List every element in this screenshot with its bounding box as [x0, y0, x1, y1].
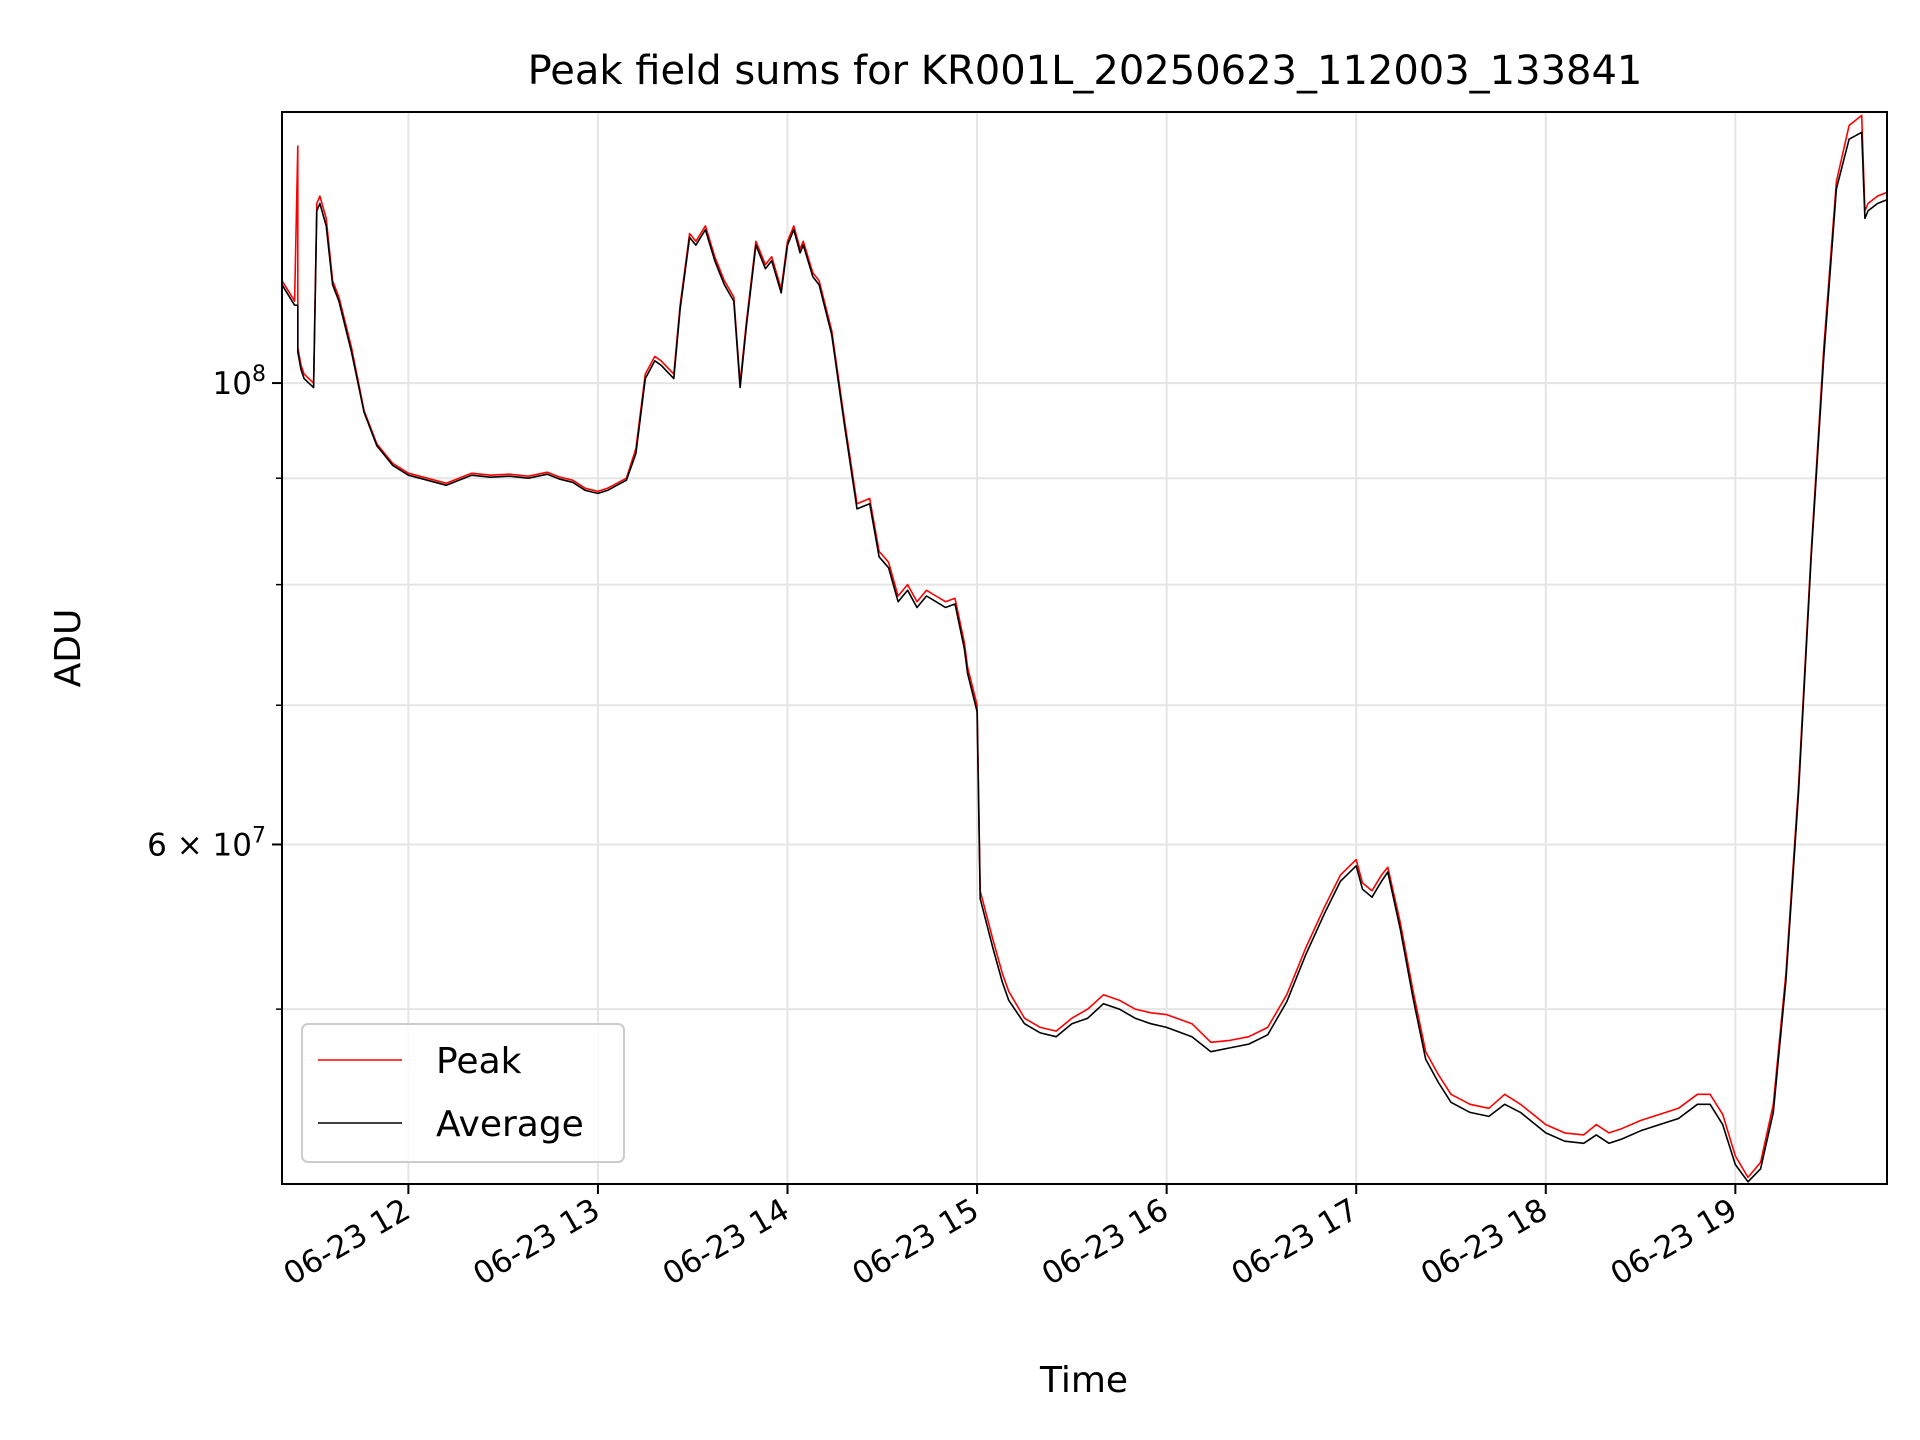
y-tick-label: 6 × 107 — [147, 823, 266, 863]
legend-label-average: Average — [436, 1104, 584, 1145]
legend-label-peak: Peak — [436, 1041, 522, 1082]
y-tick-label: 108 — [213, 362, 266, 402]
series-line-peak — [282, 114, 1887, 1179]
legend-box — [301, 1023, 625, 1163]
chart-title: Peak field sums for KR001L_20250623_1120… — [528, 48, 1643, 94]
y-axis-ticks: 108 6 × 107 — [147, 362, 282, 1010]
series-line-average — [282, 131, 1887, 1183]
x-axis-label: Time — [1039, 1360, 1128, 1401]
grid-lines — [282, 112, 1887, 1184]
y-axis-label: ADU — [48, 609, 89, 688]
plot-area — [282, 114, 1887, 1183]
plot-frame — [281, 111, 1888, 1185]
legend: Peak Average — [301, 1023, 625, 1163]
series-layer — [282, 114, 1887, 1183]
